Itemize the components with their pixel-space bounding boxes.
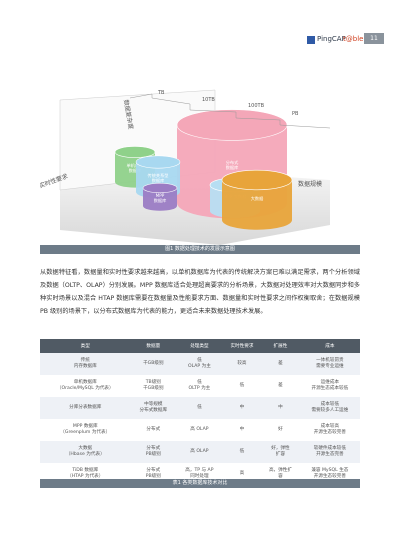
table-cell: 中	[222, 397, 262, 419]
table-cell: 中	[222, 419, 262, 441]
table-row: MPP 数据库 （Greenplum 为代表） 分布式高 OLAP 中好成本较高 开…	[40, 419, 360, 441]
page-number: 11	[364, 33, 384, 44]
axis-label: 数据规模	[298, 180, 322, 188]
cylinder-label: MPP 数据库	[154, 193, 167, 204]
column-header: 处理类型	[176, 339, 223, 353]
cylinder-top	[221, 169, 293, 191]
cylinder	[222, 180, 292, 230]
table-caption: 表1 各类数据库技术对比	[40, 479, 360, 488]
table-cell: 好，弹性 扩容	[261, 441, 300, 463]
table-cell: 大数据 （Hbase 为代表）	[40, 441, 131, 463]
table-cell: 分库分表数据库	[40, 397, 131, 419]
table-cell: 好	[261, 419, 300, 441]
column-header: 实时性要求	[222, 339, 262, 353]
cylinder-top	[114, 146, 156, 158]
table-cell: 较高	[222, 353, 262, 375]
scale-label: 10TB	[202, 97, 215, 103]
table-row: 大数据 （Hbase 为代表） 分布式 PB级别高 OLAP 低好，弹性 扩容 软硬件…	[40, 441, 360, 463]
table-row: 单机数据库 （Oracle/MySQL 为代表） TB级别 千GB级别低 OLTP…	[40, 375, 360, 397]
table-cell: 低	[222, 441, 262, 463]
column-header: 类型	[40, 339, 131, 353]
cylinder-label: 传统关系型数据库	[148, 172, 169, 184]
cylinder-top	[176, 109, 288, 141]
cylinder	[143, 188, 177, 211]
table-cell: 高 OLAP	[176, 441, 223, 463]
table-cell: 分布式 PB级别	[130, 441, 177, 463]
table-cell: TB级别 千GB级别	[130, 375, 177, 397]
figure: 单机内存数据库分布式数据库传统关系型数据库MPP数据库MPP 大数据大数据 TB…	[40, 89, 331, 245]
table-cell: 运维成本 开源生态成本较低	[299, 375, 360, 397]
column-header: 数据量	[130, 339, 177, 353]
partner: t@ble	[343, 35, 364, 43]
table-cell: 分布式	[130, 419, 177, 441]
table-cell: 差	[261, 375, 300, 397]
brand: PingCAP	[317, 35, 346, 43]
cylinder-top	[135, 155, 181, 169]
comparison-table: 类型 数据量 处理类型 实时性要求 扩展性 成本 传统 内存数据库 千GB级别低 OLAP …	[40, 339, 360, 485]
table-row: 传统 内存数据库 千GB级别低 OLAP 为主 较高差一体机较昂贵 需要专业运维	[40, 353, 360, 375]
table-cell: 高 OLAP	[176, 419, 223, 441]
table-cell: 软硬件成本较低 开源生态完善	[299, 441, 360, 463]
table-cell: 一体机较昂贵 需要专业运维	[299, 353, 360, 375]
cylinder-label: 大数据	[251, 195, 264, 202]
table-cell: 中等规模 分布式数据库	[130, 397, 177, 419]
cylinder-label: 分布式数据库	[226, 159, 239, 171]
scale-label: 100TB	[248, 103, 265, 109]
scale-label: TB	[157, 90, 165, 96]
table-cell: 单机数据库 （Oracle/MySQL 为代表）	[40, 375, 131, 397]
header-logo	[307, 36, 315, 44]
table-cell: 低	[176, 397, 223, 419]
cylinder-top	[142, 182, 178, 194]
table-cell: 低 OLAP 为主	[176, 353, 223, 375]
table-cell: 千GB级别	[130, 353, 177, 375]
table-cell: 传统 内存数据库	[40, 353, 131, 375]
table-cell: 差	[261, 353, 300, 375]
column-header: 扩展性	[261, 339, 300, 353]
table-cell: 低 OLTP 为主	[176, 375, 223, 397]
figure-caption: 图1 数据处理技术的发展示意图	[40, 245, 360, 254]
table-row: 分库分表数据库 中等规模 分布式数据库低中中成本较低 需要较多人工运维	[40, 397, 360, 419]
scale-line	[129, 93, 331, 129]
scale-label: PB	[292, 111, 299, 117]
table-cell: 低	[222, 375, 262, 397]
table-cell: 成本较高 开源生态较完善	[299, 419, 360, 441]
paragraph: 从数据特征看，数据量和实时性要求越来越高，以单机数据库为代表的传统解决方案已难以…	[40, 269, 360, 315]
cylinder-label: 单机内存数据库	[127, 162, 144, 174]
column-header: 成本	[299, 339, 360, 353]
table-cell: 成本较低 需要较多人工运维	[299, 397, 360, 419]
table-cell: MPP 数据库 （Greenplum 为代表）	[40, 419, 131, 441]
table-cell: 中	[261, 397, 300, 419]
